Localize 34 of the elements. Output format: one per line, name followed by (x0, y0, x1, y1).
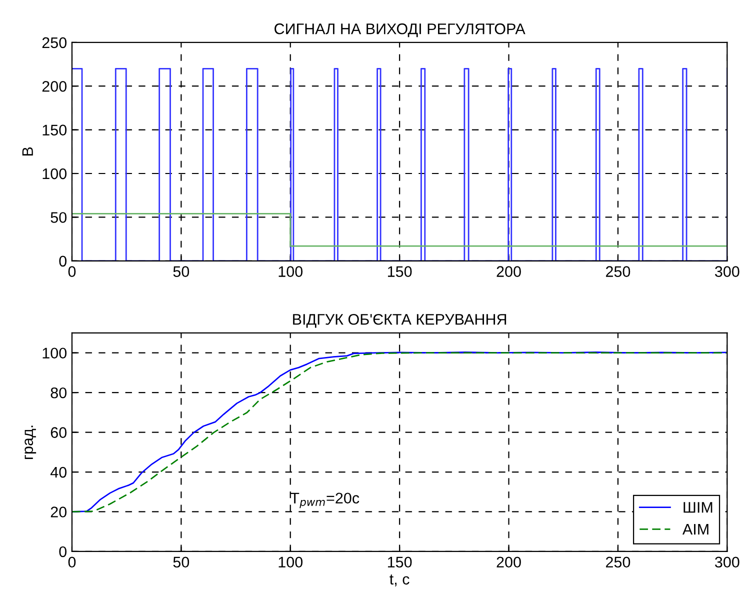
y-tick-label: 80 (50, 387, 67, 398)
y-axis-title: град. (24, 426, 36, 460)
y-tick-label: 150 (42, 124, 67, 136)
x-tick-label: 100 (278, 266, 303, 277)
x-tick-label: 200 (496, 266, 521, 277)
y-tick-label: 20 (50, 506, 67, 518)
x-tick-label: 0 (68, 266, 76, 277)
y-tick-label: 0 (59, 546, 67, 558)
x-tick-label: 250 (606, 266, 630, 277)
y-tick-label: 40 (50, 466, 67, 478)
y-tick-label: 100 (42, 168, 67, 180)
x-tick-label: 150 (388, 556, 412, 568)
x-tick-label: 300 (715, 266, 740, 277)
y-tick-label: 60 (50, 427, 67, 438)
y-tick-label: 50 (50, 212, 67, 223)
x-tick-label: 150 (388, 266, 412, 277)
y-tick-label: 0 (59, 256, 67, 267)
x-tick-label: 50 (173, 266, 190, 277)
legend-label: ШІМ (684, 502, 712, 513)
x-axis-title: t, c (390, 574, 410, 586)
chart-title: ВІДГУК ОБ'ЄКТА КЕРУВАННЯ (293, 314, 506, 328)
legend-label: АІМ (682, 524, 708, 535)
x-tick-label: 250 (606, 556, 630, 568)
x-tick-label: 100 (278, 556, 303, 568)
chart-title: СИГНАЛ НА ВИХОДІ РЕГУЛЯТОРА (274, 23, 526, 38)
y-axis-title: В (22, 147, 33, 156)
x-tick-label: 200 (496, 556, 521, 568)
y-tick-label: 250 (42, 37, 67, 48)
y-tick-label: 200 (42, 80, 67, 92)
annotation: T$_{pwm}$=20c (290, 492, 360, 508)
x-tick-label: 0 (68, 556, 76, 568)
y-tick-label: 100 (42, 348, 67, 359)
x-tick-label: 300 (715, 556, 740, 568)
x-tick-label: 50 (173, 556, 190, 568)
